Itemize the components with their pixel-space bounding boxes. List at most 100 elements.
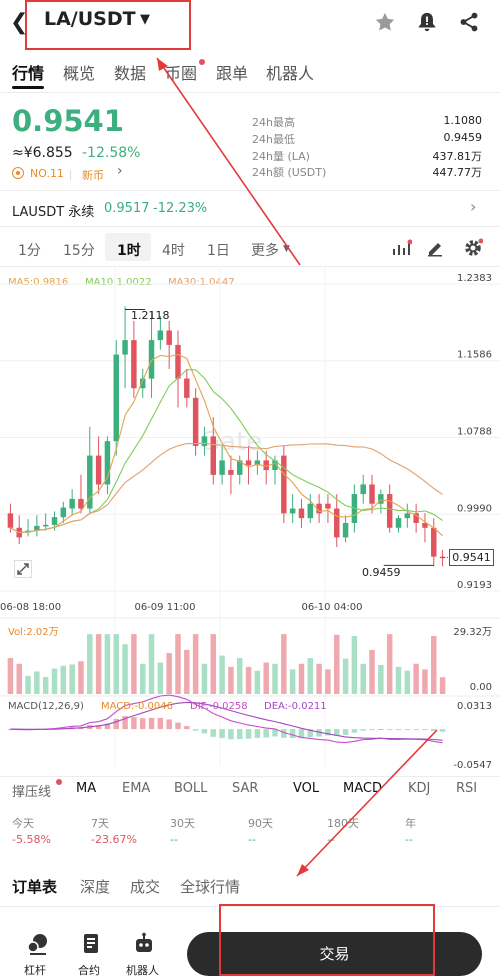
tab-data[interactable]: 数据 [114, 64, 147, 83]
candlestick-chart[interactable]: Gate 1.2383 1.1586 1.0788 0.9990 0.9193 06-0… [0, 266, 500, 776]
perf-label: 今天 [12, 817, 34, 830]
macd-bar [351, 729, 358, 733]
tab-bot[interactable]: 机器人 [266, 64, 315, 83]
volume-bar [316, 663, 322, 694]
indicator-macd[interactable]: MACD [343, 781, 382, 796]
leverage-icon[interactable] [26, 932, 50, 956]
dea-value: DEA:-0.0211 [264, 701, 327, 712]
tab-coin-circle[interactable]: 币圈 [165, 64, 198, 83]
macd-bar [378, 729, 384, 731]
indicator-boll[interactable]: BOLL [174, 781, 208, 796]
interval-4h[interactable]: 4时 [162, 243, 185, 259]
macd-bar [192, 729, 199, 731]
candle [307, 503, 314, 519]
price-axis-label: 1.2383 [457, 273, 492, 284]
expand-icon[interactable] [14, 560, 32, 578]
rank-icon [12, 167, 24, 179]
tab-depth[interactable]: 深度 [80, 878, 111, 896]
highlight-box-trade [219, 904, 435, 976]
volume-bar [431, 636, 437, 694]
candle [236, 460, 243, 475]
interval-1d[interactable]: 1日 [207, 243, 230, 259]
volume-bar [245, 666, 252, 694]
chevron-right-icon[interactable]: › [470, 197, 477, 216]
stat-label: 24h额 (USDT) [252, 166, 327, 179]
volume-bar [395, 666, 402, 694]
indicator-icon[interactable] [392, 239, 412, 257]
macd-bar [254, 729, 261, 738]
volume-bar [87, 634, 93, 694]
macd-bar [263, 729, 269, 738]
chevron-right-icon[interactable]: › [117, 163, 123, 179]
candle [228, 470, 234, 475]
interval-15m[interactable]: 15分 [63, 243, 95, 259]
volume-bar [422, 669, 428, 694]
macd-axis-min: -0.0547 [453, 760, 492, 771]
back-icon[interactable]: ❮ [10, 10, 29, 35]
volume-bar [289, 669, 296, 694]
divider [0, 190, 500, 191]
tab-market[interactable]: 行情 [12, 64, 45, 83]
volume-bar [166, 653, 172, 694]
watermark: Gate [200, 427, 262, 457]
bell-alert-icon[interactable] [416, 11, 438, 33]
caret-down-icon[interactable]: ▼ [283, 244, 290, 254]
candle [113, 354, 119, 442]
draw-pen-icon[interactable] [426, 239, 444, 257]
dif-value: DIF:-0.0258 [190, 701, 248, 712]
volume-bar [184, 649, 190, 694]
interval-more[interactable]: 更多 [251, 243, 279, 259]
contract-icon[interactable] [80, 932, 102, 956]
indicator-kdj[interactable]: KDJ [408, 781, 431, 796]
candle [316, 503, 322, 514]
tab-trades[interactable]: 成交 [130, 878, 161, 896]
indicator-ma[interactable]: MA [76, 781, 97, 796]
interval-1m[interactable]: 1分 [18, 243, 41, 259]
nav-leverage[interactable]: 杠杆 [24, 964, 46, 976]
indicator-sar[interactable]: SAR [232, 781, 259, 796]
star-icon[interactable] [374, 11, 396, 33]
pair-selector[interactable]: LA/USDT [44, 8, 136, 30]
perf-label: 180天 [327, 817, 359, 830]
tab-copy-trade[interactable]: 跟单 [216, 64, 249, 83]
volume-axis-max: 29.32万 [453, 627, 492, 638]
macd-bar [166, 719, 172, 730]
volume-bar [16, 663, 22, 694]
nav-robot[interactable]: 机器人 [126, 964, 159, 976]
perf-value: -- [327, 833, 335, 846]
trade-button[interactable]: 交易 [187, 932, 482, 976]
last-price: 0.9541 [12, 104, 124, 138]
high-annotation: 1.2118 [131, 309, 170, 322]
tab-global-market[interactable]: 全球行情 [180, 878, 241, 896]
perf-label: 90天 [248, 817, 273, 830]
volume-bar [263, 662, 269, 694]
rank-label[interactable]: NO.11 [30, 167, 64, 180]
candle [281, 455, 287, 514]
indicator-ema[interactable]: EMA [122, 781, 151, 796]
stat-value: 437.81万 [432, 150, 483, 163]
robot-icon[interactable] [132, 932, 156, 956]
caret-down-icon[interactable]: ▼ [140, 12, 150, 27]
tab-overview[interactable]: 概览 [63, 64, 96, 83]
new-coin-tag[interactable]: 新币 [82, 169, 104, 182]
share-icon[interactable] [458, 11, 480, 33]
indicator-vol[interactable]: VOL [293, 781, 320, 796]
ma5-line [10, 353, 443, 537]
interval-1h[interactable]: 1时 [117, 243, 141, 259]
perf-value: -23.67% [91, 833, 137, 846]
nav-contract[interactable]: 合约 [78, 964, 100, 976]
volume-bar [298, 663, 305, 694]
candle [34, 525, 40, 531]
indicator-support[interactable]: 撑压线 [12, 785, 52, 800]
tab-order-book[interactable]: 订单表 [12, 878, 58, 896]
macd-bar [148, 717, 155, 730]
volume-bar [113, 634, 119, 694]
indicator-rsi[interactable]: RSI [456, 781, 478, 796]
candle [289, 508, 296, 514]
candle [87, 455, 93, 509]
perp-name[interactable]: LAUSDT 永续 [12, 205, 95, 220]
settings-gear-icon[interactable] [463, 238, 483, 258]
candle [360, 484, 366, 495]
macd-bar [219, 729, 225, 739]
perf-value: -- [405, 833, 413, 846]
